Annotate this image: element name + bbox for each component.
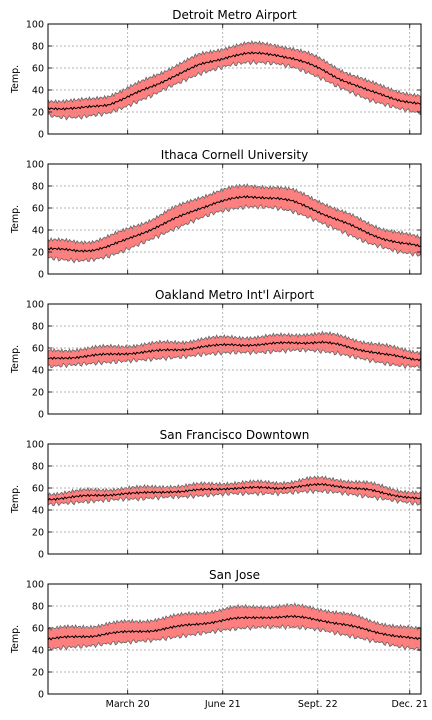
plot-frame bbox=[47, 163, 422, 275]
temperature-band bbox=[47, 602, 421, 652]
y-tick-label: 100 bbox=[26, 300, 44, 311]
y-axis-label: Temp. bbox=[10, 345, 21, 374]
mean-temperature-line bbox=[47, 195, 421, 253]
chart-title: San Francisco Downtown bbox=[160, 428, 310, 442]
chart-title: Detroit Metro Airport bbox=[172, 8, 297, 22]
y-tick-label: 40 bbox=[32, 506, 44, 517]
y-tick-label: 40 bbox=[32, 646, 44, 657]
x-tick-label: Dec. 21 bbox=[392, 699, 429, 710]
y-tick-label: 100 bbox=[26, 440, 44, 451]
y-tick-label: 100 bbox=[26, 580, 44, 591]
y-tick-label: 20 bbox=[32, 248, 44, 259]
chart-title: San Jose bbox=[209, 568, 260, 582]
y-tick-label: 80 bbox=[32, 42, 44, 53]
y-tick-label: 100 bbox=[26, 160, 44, 171]
y-axis-label: Temp. bbox=[10, 205, 21, 234]
y-tick-label: 40 bbox=[32, 226, 44, 237]
plot-frame bbox=[47, 23, 422, 135]
x-tick-label: March 20 bbox=[106, 699, 150, 710]
x-tick-label: Sept. 22 bbox=[298, 699, 338, 710]
x-tick-label: June 21 bbox=[204, 699, 241, 710]
y-tick-label: 60 bbox=[32, 484, 44, 495]
temperature-band bbox=[47, 330, 421, 370]
y-tick-label: 100 bbox=[26, 20, 44, 31]
y-tick-label: 80 bbox=[32, 182, 44, 193]
y-tick-label: 0 bbox=[38, 410, 44, 421]
mean-temperature-line bbox=[47, 482, 421, 501]
y-axis-label: Temp. bbox=[10, 625, 21, 654]
y-tick-label: 40 bbox=[32, 86, 44, 97]
y-axis-label: Temp. bbox=[10, 485, 21, 514]
chart-title: Oakland Metro Int'l Airport bbox=[155, 288, 314, 302]
y-tick-label: 0 bbox=[38, 270, 44, 281]
temperature-band bbox=[47, 183, 421, 264]
y-tick-label: 60 bbox=[32, 64, 44, 75]
y-tick-label: 80 bbox=[32, 322, 44, 333]
chart-title: Ithaca Cornell University bbox=[161, 148, 308, 162]
y-tick-label: 0 bbox=[38, 690, 44, 701]
y-tick-label: 20 bbox=[32, 528, 44, 539]
mean-temperature-line bbox=[47, 51, 421, 111]
y-tick-label: 0 bbox=[38, 550, 44, 561]
temperature-band bbox=[47, 474, 421, 507]
y-tick-label: 80 bbox=[32, 462, 44, 473]
plot-frame bbox=[47, 443, 422, 555]
mean-temperature-line bbox=[47, 614, 421, 641]
y-tick-label: 20 bbox=[32, 108, 44, 119]
temperature-band bbox=[47, 39, 421, 121]
plot-frame bbox=[47, 303, 422, 415]
mean-temperature-line bbox=[47, 340, 421, 362]
y-tick-label: 60 bbox=[32, 624, 44, 635]
y-tick-label: 40 bbox=[32, 366, 44, 377]
y-tick-label: 20 bbox=[32, 668, 44, 679]
y-tick-label: 20 bbox=[32, 388, 44, 399]
y-axis-label: Temp. bbox=[10, 65, 21, 94]
y-tick-label: 0 bbox=[38, 130, 44, 141]
y-tick-label: 60 bbox=[32, 344, 44, 355]
plot-frame bbox=[47, 583, 422, 695]
y-tick-label: 80 bbox=[32, 602, 44, 613]
y-tick-label: 60 bbox=[32, 204, 44, 215]
